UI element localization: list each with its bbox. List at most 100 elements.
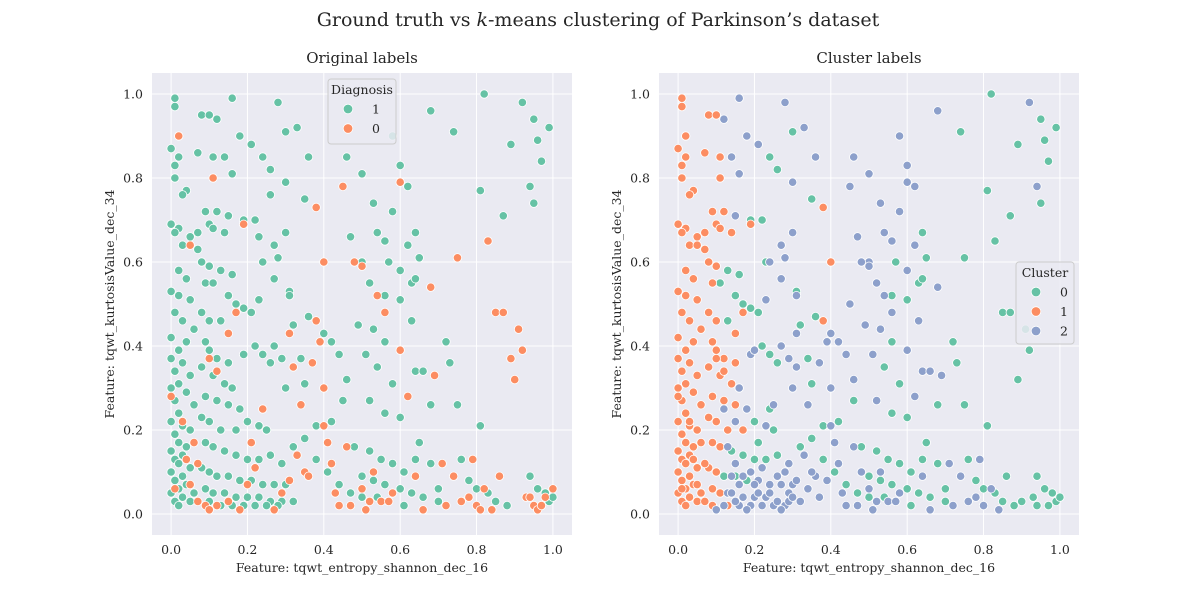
right-point-series-2: [765, 257, 775, 267]
right-point-series-2: [975, 454, 985, 464]
left-point-series-0: [323, 437, 333, 448]
left-y-tick-label: 0.0: [123, 507, 143, 522]
left-point-series-1: [548, 492, 558, 502]
left-point-series-1: [288, 496, 298, 506]
right-point-series-2: [738, 492, 748, 502]
left-point-series-1: [265, 358, 275, 368]
left-point-series-0: [513, 324, 524, 334]
left-point-series-1: [170, 102, 180, 112]
right-legend-title: Cluster: [1022, 265, 1068, 280]
left-point-series-1: [303, 311, 314, 322]
left-point-series-1: [464, 475, 474, 485]
right-point-series-1: [681, 131, 691, 141]
left-legend-marker: [342, 103, 354, 115]
right-point-series-2: [852, 500, 863, 511]
left-point-series-1: [418, 366, 428, 376]
left-legend-label: 0: [372, 121, 380, 136]
left-y-axis-label: Feature: tqwt_kurtosisValue_dec_34: [102, 189, 117, 418]
right-point-series-2: [734, 93, 744, 103]
right-point-series-1: [692, 496, 702, 506]
left-point-series-0: [212, 366, 222, 376]
left-y-tick-label: 0.2: [123, 423, 143, 438]
right-point-series-1: [700, 458, 710, 469]
right-point-series-0: [818, 421, 828, 431]
right-point-series-1: [673, 383, 683, 393]
right-point-series-1: [746, 219, 756, 229]
right-point-series-0: [730, 290, 740, 301]
right-point-series-0: [952, 358, 962, 368]
right-point-series-1: [692, 463, 702, 473]
left-point-series-0: [212, 500, 222, 511]
right-point-series-2: [799, 123, 809, 133]
left-point-series-1: [223, 211, 233, 221]
left-point-series-1: [258, 479, 268, 490]
right-point-series-1: [677, 429, 687, 439]
right-point-series-2: [788, 228, 798, 238]
right-point-series-0: [807, 194, 817, 204]
right-point-series-0: [940, 496, 950, 506]
right-legend-marker: [1030, 286, 1042, 298]
left-point-series-1: [326, 337, 337, 347]
left-point-series-1: [170, 160, 180, 170]
right-point-series-0: [990, 236, 1000, 246]
right-point-series-1: [711, 345, 721, 355]
right-point-series-2: [776, 240, 786, 250]
left-point-series-1: [227, 383, 237, 393]
right-point-series-2: [902, 345, 912, 355]
right-point-series-0: [1047, 488, 1057, 498]
right-point-series-2: [742, 505, 752, 515]
right-point-series-1: [681, 500, 691, 511]
left-point-series-1: [357, 492, 367, 502]
left-point-series-1: [185, 496, 195, 506]
left-point-series-1: [235, 404, 245, 414]
right-legend-label: 2: [1060, 324, 1068, 339]
left-point-series-1: [426, 106, 436, 116]
left-point-series-1: [426, 458, 436, 469]
right-point-series-1: [681, 458, 691, 469]
right-legend-label: 1: [1060, 304, 1068, 319]
right-point-series-0: [1001, 471, 1012, 481]
right-x-axis-label: Feature: tqwt_entropy_shannon_dec_16: [743, 560, 995, 575]
left-point-series-1: [174, 500, 184, 511]
right-point-series-0: [719, 471, 729, 481]
right-point-series-1: [692, 370, 702, 380]
right-point-series-0: [803, 353, 813, 364]
left-point-series-1: [200, 391, 211, 401]
right-point-series-2: [864, 261, 874, 271]
right-point-series-1: [692, 425, 702, 435]
left-point-series-0: [296, 400, 306, 410]
left-point-series-1: [193, 228, 203, 238]
left-point-series-1: [475, 421, 485, 431]
left-point-series-1: [170, 366, 180, 376]
left-point-series-0: [170, 484, 180, 494]
right-point-series-0: [772, 450, 782, 460]
left-point-series-1: [200, 437, 211, 448]
right-point-series-2: [894, 488, 905, 498]
left-point-series-1: [387, 458, 398, 469]
left-point-series-1: [311, 421, 321, 431]
left-point-series-1: [174, 437, 184, 448]
right-point-series-1: [715, 152, 725, 162]
left-point-series-1: [403, 181, 413, 191]
right-point-series-2: [910, 240, 920, 250]
left-point-series-1: [399, 467, 409, 477]
left-point-series-1: [357, 169, 367, 179]
left-point-series-1: [269, 341, 279, 351]
left-point-series-1: [185, 370, 195, 380]
right-y-tick-label: 1.0: [630, 87, 650, 102]
right-point-series-0: [917, 274, 928, 284]
left-point-series-1: [185, 463, 195, 473]
right-point-series-0: [852, 488, 863, 498]
left-point-series-1: [326, 416, 337, 427]
left-legend-marker: [342, 123, 354, 134]
left-point-series-0: [185, 240, 195, 250]
left-point-series-1: [277, 353, 287, 364]
right-y-tick-label: 0.2: [630, 423, 650, 438]
right-point-series-1: [673, 467, 683, 477]
left-point-series-1: [212, 353, 222, 364]
left-point-series-0: [338, 181, 348, 191]
left-point-series-1: [334, 479, 344, 490]
left-point-series-0: [239, 219, 249, 229]
left-point-series-1: [177, 358, 188, 368]
left-point-series-1: [227, 169, 237, 179]
